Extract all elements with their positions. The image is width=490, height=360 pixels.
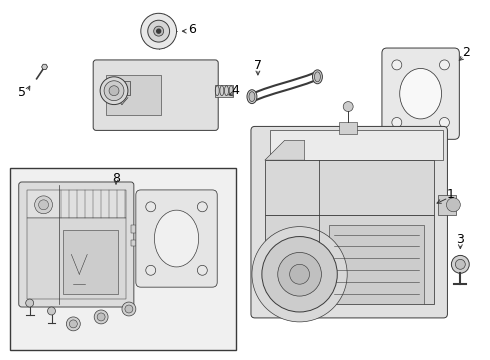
Circle shape <box>440 117 449 127</box>
Bar <box>26 218 126 299</box>
Circle shape <box>290 264 310 284</box>
Circle shape <box>197 265 207 275</box>
Polygon shape <box>42 64 48 69</box>
Bar <box>26 190 126 218</box>
Bar <box>10 168 236 350</box>
Text: 5: 5 <box>18 86 26 99</box>
Circle shape <box>446 198 460 212</box>
Circle shape <box>252 227 347 322</box>
Circle shape <box>125 305 133 313</box>
Circle shape <box>146 265 156 275</box>
Circle shape <box>146 202 156 212</box>
Circle shape <box>48 307 55 315</box>
Text: 4: 4 <box>231 84 239 97</box>
Circle shape <box>392 60 402 70</box>
Circle shape <box>122 302 136 316</box>
Ellipse shape <box>315 72 320 82</box>
Ellipse shape <box>247 90 257 104</box>
Circle shape <box>343 102 353 112</box>
Circle shape <box>94 310 108 324</box>
Text: 3: 3 <box>456 233 464 246</box>
Circle shape <box>97 313 105 321</box>
Text: 1: 1 <box>446 188 454 201</box>
Circle shape <box>66 317 80 331</box>
Circle shape <box>392 117 402 127</box>
Bar <box>339 122 357 134</box>
Circle shape <box>157 29 161 33</box>
Circle shape <box>154 26 164 36</box>
Ellipse shape <box>400 68 441 119</box>
Circle shape <box>197 202 207 212</box>
Circle shape <box>440 60 449 70</box>
Bar <box>215 85 233 96</box>
Bar <box>265 160 434 215</box>
Circle shape <box>100 77 128 105</box>
Bar <box>131 239 141 247</box>
Text: 7: 7 <box>254 59 262 72</box>
Circle shape <box>39 200 49 210</box>
Polygon shape <box>265 140 305 160</box>
Circle shape <box>104 81 124 100</box>
FancyBboxPatch shape <box>19 182 134 307</box>
Bar <box>106 75 161 114</box>
Text: 6: 6 <box>189 23 196 36</box>
Circle shape <box>148 20 170 42</box>
Ellipse shape <box>313 70 322 84</box>
Bar <box>439 195 456 215</box>
Polygon shape <box>270 130 443 160</box>
Bar <box>265 215 434 304</box>
Bar <box>110 81 130 95</box>
Circle shape <box>70 320 77 328</box>
Circle shape <box>109 86 119 96</box>
Circle shape <box>451 255 469 273</box>
Circle shape <box>25 299 34 307</box>
FancyBboxPatch shape <box>251 126 447 318</box>
Text: 8: 8 <box>112 171 120 185</box>
Text: 2: 2 <box>463 46 470 59</box>
Circle shape <box>35 196 52 214</box>
FancyBboxPatch shape <box>382 48 459 139</box>
Ellipse shape <box>249 92 255 102</box>
Circle shape <box>262 237 337 312</box>
Ellipse shape <box>154 210 198 267</box>
Bar <box>329 225 424 304</box>
Circle shape <box>278 252 321 296</box>
Bar <box>63 230 118 294</box>
FancyBboxPatch shape <box>93 60 218 130</box>
FancyBboxPatch shape <box>136 190 217 287</box>
Circle shape <box>455 260 466 269</box>
Circle shape <box>141 13 176 49</box>
Bar <box>131 225 143 233</box>
